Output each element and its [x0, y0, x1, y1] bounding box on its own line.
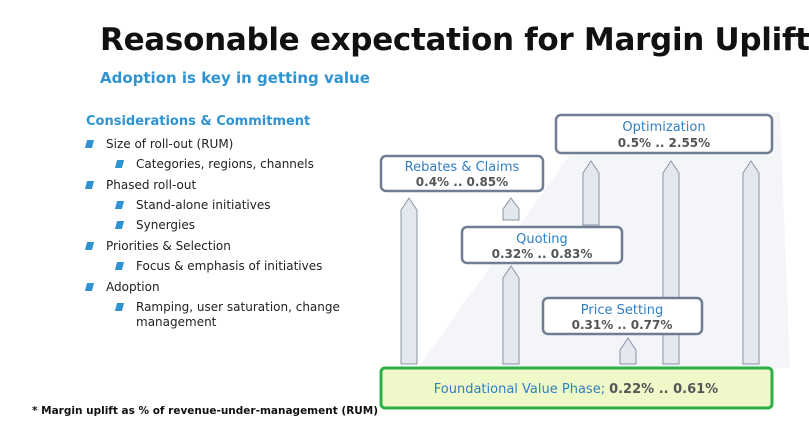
quoting-range: 0.32% .. 0.83%: [492, 247, 593, 261]
optimization-box: Optimization 0.5% .. 2.55%: [554, 113, 774, 155]
optimization-range: 0.5% .. 2.55%: [618, 136, 710, 150]
foundation-label: Foundational Value Phase;: [434, 382, 605, 397]
arrow-up-icon: [400, 197, 418, 365]
page-subtitle: Adoption is key in getting value: [100, 69, 370, 87]
arrow-up-icon: [582, 160, 600, 226]
arrow-up-icon: [619, 337, 637, 365]
page-title: Reasonable expectation for Margin Uplift…: [100, 22, 809, 58]
sub-list-item: Ramping, user saturation, change managem…: [106, 300, 346, 330]
sub-list-item: Categories, regions, channels: [106, 157, 346, 172]
considerations-list: Size of roll-out (RUM) Categories, regio…: [84, 137, 346, 330]
list-item: Phased roll-out Stand-alone initiatives …: [84, 178, 346, 233]
considerations-heading: Considerations & Commitment: [86, 114, 311, 129]
sub-list-item-label: Stand-alone initiatives: [136, 198, 271, 212]
list-item: Adoption Ramping, user saturation, chang…: [84, 280, 346, 330]
sub-list-item-label: Ramping, user saturation, change managem…: [136, 300, 340, 329]
list-item: Size of roll-out (RUM) Categories, regio…: [84, 137, 346, 172]
considerations-panel: Considerations & Commitment Size of roll…: [84, 114, 346, 336]
list-item-label: Size of roll-out (RUM): [106, 137, 234, 151]
arrow-up-icon: [742, 160, 760, 365]
list-item-label: Priorities & Selection: [106, 239, 231, 253]
sub-list-item: Synergies: [106, 218, 346, 233]
foundation-range: 0.22% .. 0.61%: [609, 382, 718, 397]
rebates-claims-label: Rebates & Claims: [405, 160, 520, 175]
footnote: * Margin uplift as % of revenue-under-ma…: [32, 405, 379, 417]
foundation-box: Foundational Value Phase; 0.22% .. 0.61%: [379, 366, 774, 410]
optimization-box-frame: [554, 113, 774, 155]
quoting-label: Quoting: [516, 232, 568, 247]
arrow-up-icon: [502, 197, 520, 221]
price-setting-range: 0.31% .. 0.77%: [572, 318, 673, 332]
price-setting-box-frame: [541, 296, 704, 336]
sub-list-item-label: Focus & emphasis of initiatives: [136, 259, 323, 273]
list-item: Priorities & Selection Focus & emphasis …: [84, 239, 346, 274]
foundation-box-frame: [379, 366, 774, 410]
foundation-text: Foundational Value Phase; 0.22% .. 0.61%: [434, 382, 718, 397]
optimization-label: Optimization: [622, 120, 705, 135]
arrow-up-icon: [502, 265, 520, 365]
sub-list-item-label: Categories, regions, channels: [136, 157, 314, 171]
rebates-claims-range: 0.4% .. 0.85%: [416, 175, 508, 189]
sub-list-item: Stand-alone initiatives: [106, 198, 346, 213]
list-item-label: Phased roll-out: [106, 178, 197, 192]
quoting-box-frame: [460, 225, 624, 265]
rebates-claims-box: Rebates & Claims 0.4% .. 0.85%: [379, 154, 545, 193]
list-item-label: Adoption: [106, 280, 160, 294]
sub-list-item: Focus & emphasis of initiatives: [106, 259, 346, 274]
price-setting-label: Price Setting: [581, 303, 663, 318]
price-setting-box: Price Setting 0.31% .. 0.77%: [541, 296, 704, 336]
quoting-box: Quoting 0.32% .. 0.83%: [460, 225, 624, 265]
rebates-claims-box-frame: [379, 154, 545, 193]
sub-list-item-label: Synergies: [136, 218, 196, 232]
